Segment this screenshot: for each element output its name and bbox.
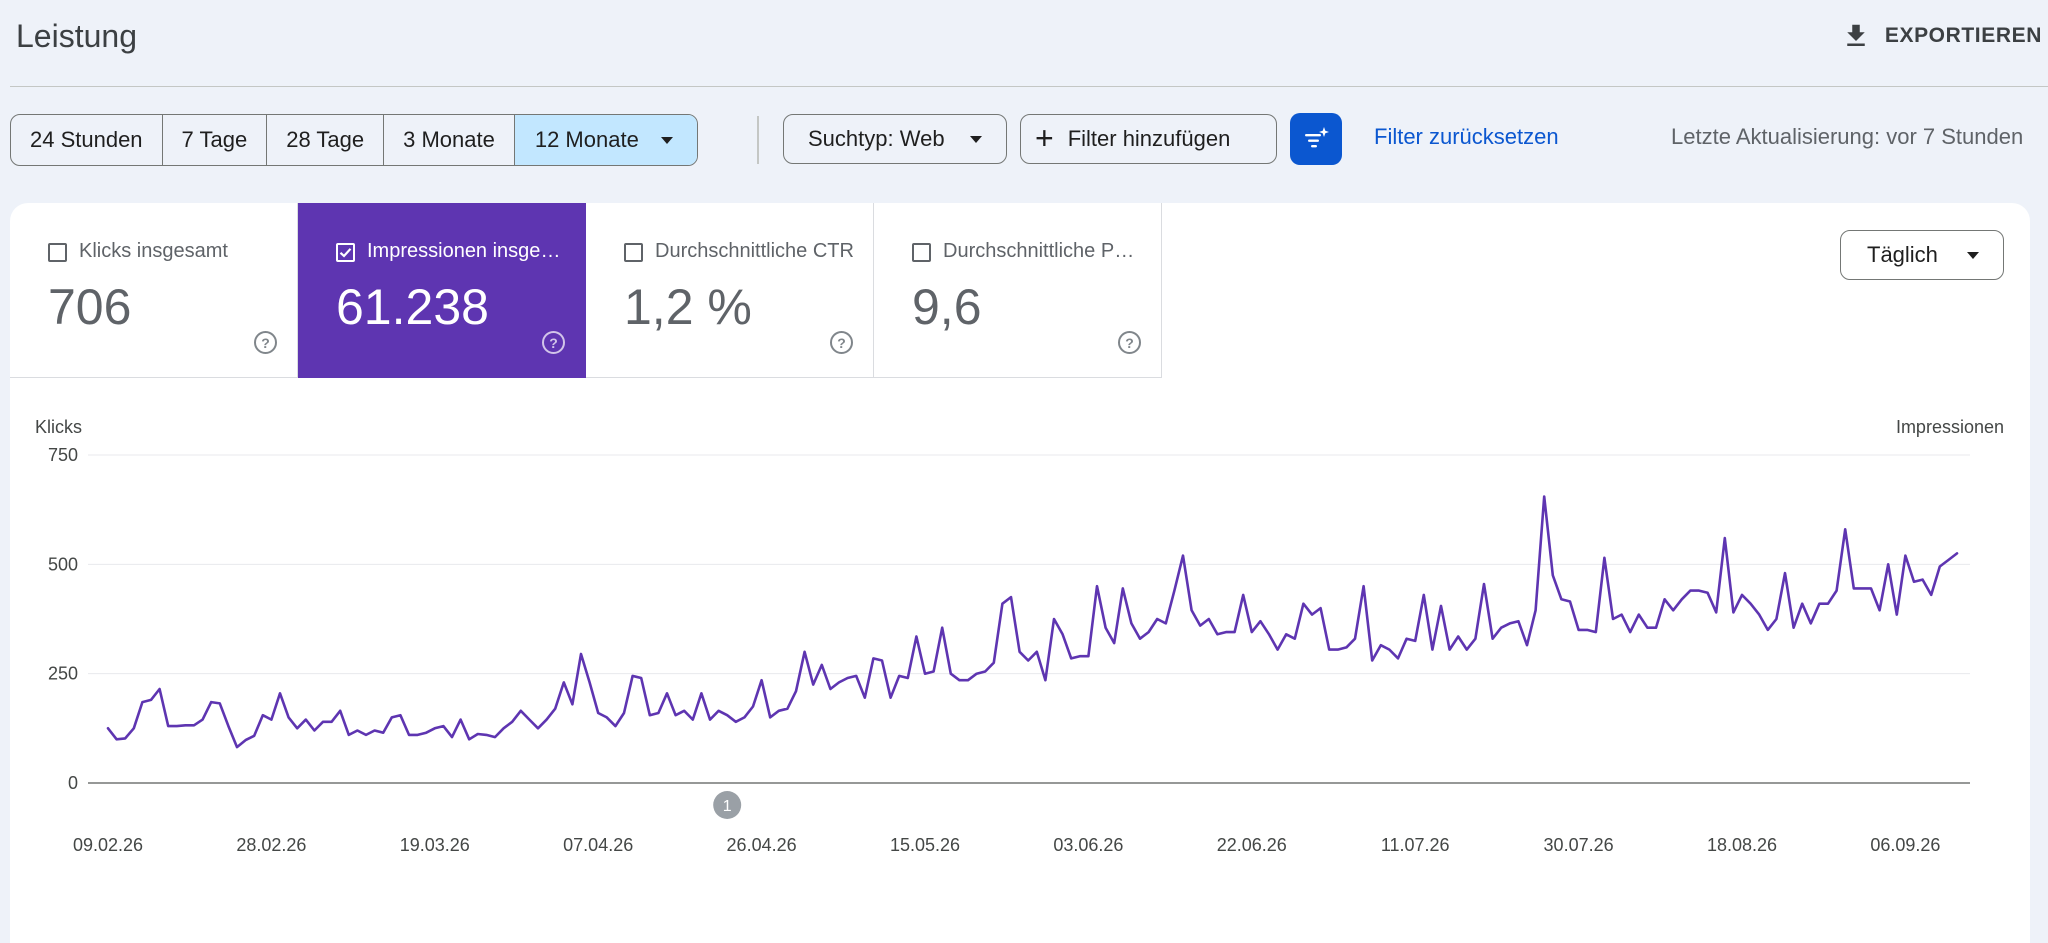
x-tick-label: 03.06.26 xyxy=(1053,835,1123,855)
check-icon xyxy=(339,248,352,258)
caret-down-icon xyxy=(660,136,673,144)
y-axis-label-left: Klicks xyxy=(35,417,82,437)
date-range-selector: 24 Stunden 7 Tage 28 Tage 3 Monate 12 Mo… xyxy=(10,114,698,166)
download-icon xyxy=(1847,24,1865,46)
x-tick-label: 26.04.26 xyxy=(727,835,797,855)
ai-filter-button[interactable] xyxy=(1290,113,1342,165)
range-28d-button[interactable]: 28 Tage xyxy=(267,115,385,165)
metric-value: 706 xyxy=(48,279,132,335)
x-tick-label: 19.03.26 xyxy=(400,835,470,855)
x-tick-label: 15.05.26 xyxy=(890,835,960,855)
plus-icon: + xyxy=(1035,119,1054,156)
metric-tile-position[interactable]: Durchschnittliche Position 9,6 ? xyxy=(874,203,1162,378)
x-tick-label: 06.09.26 xyxy=(1870,835,1940,855)
performance-chart: Klicks Impressionen 0 250 500 750 09.02.26 28.0… xyxy=(35,417,2004,855)
range-label: 28 Tage xyxy=(286,127,365,152)
header-divider xyxy=(10,86,2048,87)
metric-tile-impressions[interactable]: Impressionen insgesamt 61.238 ? xyxy=(298,203,586,378)
metric-value: 1,2 % xyxy=(624,279,752,335)
help-circle-icon[interactable]: ? xyxy=(542,331,565,354)
export-label: EXPORTIEREN xyxy=(1884,24,2042,47)
range-24h-button[interactable]: 24 Stunden xyxy=(11,115,163,165)
annotation-marker xyxy=(713,791,742,819)
annotation-label: 1 xyxy=(723,798,732,815)
y-tick-label: 750 xyxy=(48,445,78,465)
reset-filter-link[interactable]: Filter zurücksetzen xyxy=(1374,124,1559,149)
range-12m-button[interactable]: 12 Monate xyxy=(514,115,697,165)
metric-tiles: Klicks insgesamt 706 ? Impressionen insg… xyxy=(10,203,1162,378)
series-line-impressions xyxy=(106,495,1959,749)
range-label: 24 Stunden xyxy=(30,127,143,152)
export-button[interactable]: EXPORTIEREN xyxy=(1841,14,2048,58)
metric-tile-clicks[interactable]: Klicks insgesamt 706 ? xyxy=(10,203,298,378)
help-circle-icon[interactable]: ? xyxy=(830,331,853,354)
checkbox[interactable] xyxy=(336,243,355,262)
x-tick-label: 28.02.26 xyxy=(236,835,306,855)
y-tick-label: 500 xyxy=(48,554,78,574)
granularity-dropdown[interactable]: Täglich xyxy=(1840,230,2004,280)
last-update-text: Letzte Aktualisierung: vor 7 Stunden xyxy=(1671,124,2024,149)
y-tick-label: 250 xyxy=(48,664,78,684)
range-label: 7 Tage xyxy=(181,127,248,152)
performance-card: Klicks insgesamt 706 ? Impressionen insg… xyxy=(10,203,2030,943)
caret-down-icon xyxy=(970,135,982,143)
help-circle-icon[interactable]: ? xyxy=(1118,331,1141,354)
x-tick-label: 30.07.26 xyxy=(1544,835,1614,855)
add-filter-button[interactable]: + Filter hinzufügen xyxy=(1020,114,1277,164)
range-3m-button[interactable]: 3 Monate xyxy=(384,115,515,165)
metric-value: 9,6 xyxy=(912,279,982,335)
caret-down-icon xyxy=(1967,251,1979,259)
metric-tile-ctr[interactable]: Durchschnittliche CTR 1,2 % ? xyxy=(586,203,874,378)
granularity-label: Täglich xyxy=(1867,242,1938,267)
toolbar-divider xyxy=(757,116,759,164)
add-filter-label: Filter hinzufügen xyxy=(1067,126,1231,151)
y-tick-label: 0 xyxy=(68,773,78,793)
range-7d-button[interactable]: 7 Tage xyxy=(163,115,268,165)
help-circle-icon[interactable]: ? xyxy=(254,331,277,354)
x-tick-label: 07.04.26 xyxy=(563,835,633,855)
x-tick-label: 18.08.26 xyxy=(1707,835,1777,855)
x-tick-label: 09.02.26 xyxy=(73,835,143,855)
checkbox[interactable] xyxy=(48,243,67,262)
checkbox[interactable] xyxy=(912,243,931,262)
range-label: 12 Monate xyxy=(534,127,639,152)
x-tick-label: 22.06.26 xyxy=(1217,835,1287,855)
checkbox[interactable] xyxy=(624,243,643,262)
search-type-label: Suchtyp: Web xyxy=(808,126,945,151)
x-tick-label: 11.07.26 xyxy=(1381,835,1450,855)
metric-value: 61.238 xyxy=(336,279,489,335)
page-title: Leistung xyxy=(16,18,137,54)
sparkle-filter-icon xyxy=(1305,127,1329,148)
y-axis-label-right: Impressionen xyxy=(1896,417,2004,437)
search-type-dropdown[interactable]: Suchtyp: Web xyxy=(783,114,1007,164)
range-label: 3 Monate xyxy=(403,127,495,152)
